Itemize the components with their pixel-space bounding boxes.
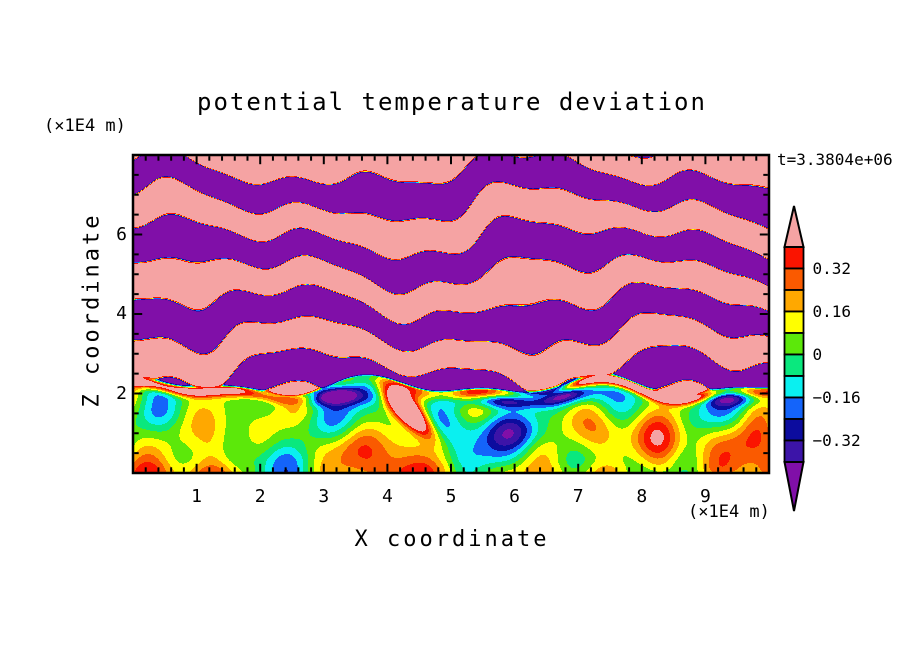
x-axis-unit-label: (×1E4 m) [688, 502, 770, 522]
x-tick-label: 2 [254, 486, 266, 507]
x-tick-label: 7 [572, 486, 584, 507]
colorbar-tick-label: 0.16 [812, 301, 852, 321]
z-tick-label: 2 [116, 382, 127, 404]
colorbar-segment [783, 396, 805, 420]
colorbar-segment [783, 375, 805, 399]
colorbar-segment [783, 267, 805, 291]
colorbar-over-arrow [783, 205, 805, 248]
colorbar-segment [783, 289, 805, 313]
colorbar-tick-label: 0 [812, 344, 823, 364]
page-title: potential temperature deviation [197, 88, 707, 116]
colorbar-under-arrow [783, 461, 805, 512]
x-axis-title: X coordinate [354, 527, 550, 552]
x-tick-label: 4 [381, 486, 393, 507]
colorbar-segment [783, 332, 805, 356]
x-tick-label: 6 [509, 486, 521, 507]
colorbar-segment [783, 246, 805, 270]
x-tick-label: 5 [445, 486, 457, 507]
colorbar-tick-label: −0.32 [812, 430, 861, 450]
contour-field-plot [133, 155, 769, 473]
colorbar-segment [783, 353, 805, 377]
z-tick-label: 4 [116, 303, 127, 324]
x-tick-label: 8 [636, 486, 648, 507]
colorbar-segment [783, 439, 805, 463]
z-tick-label: 6 [116, 223, 127, 245]
colorbar-segment [783, 310, 805, 334]
x-tick-label: 9 [699, 486, 711, 507]
x-tick-label: 3 [318, 486, 330, 507]
z-axis-unit-label: (×1E4 m) [44, 116, 126, 136]
colorbar-segment [783, 418, 805, 442]
colorbar-tick-label: −0.16 [812, 387, 861, 407]
x-tick-label: 1 [191, 486, 203, 507]
time-label: t=3.3804e+06 [777, 150, 893, 169]
colorbar-tick-label: 0.32 [812, 258, 852, 278]
